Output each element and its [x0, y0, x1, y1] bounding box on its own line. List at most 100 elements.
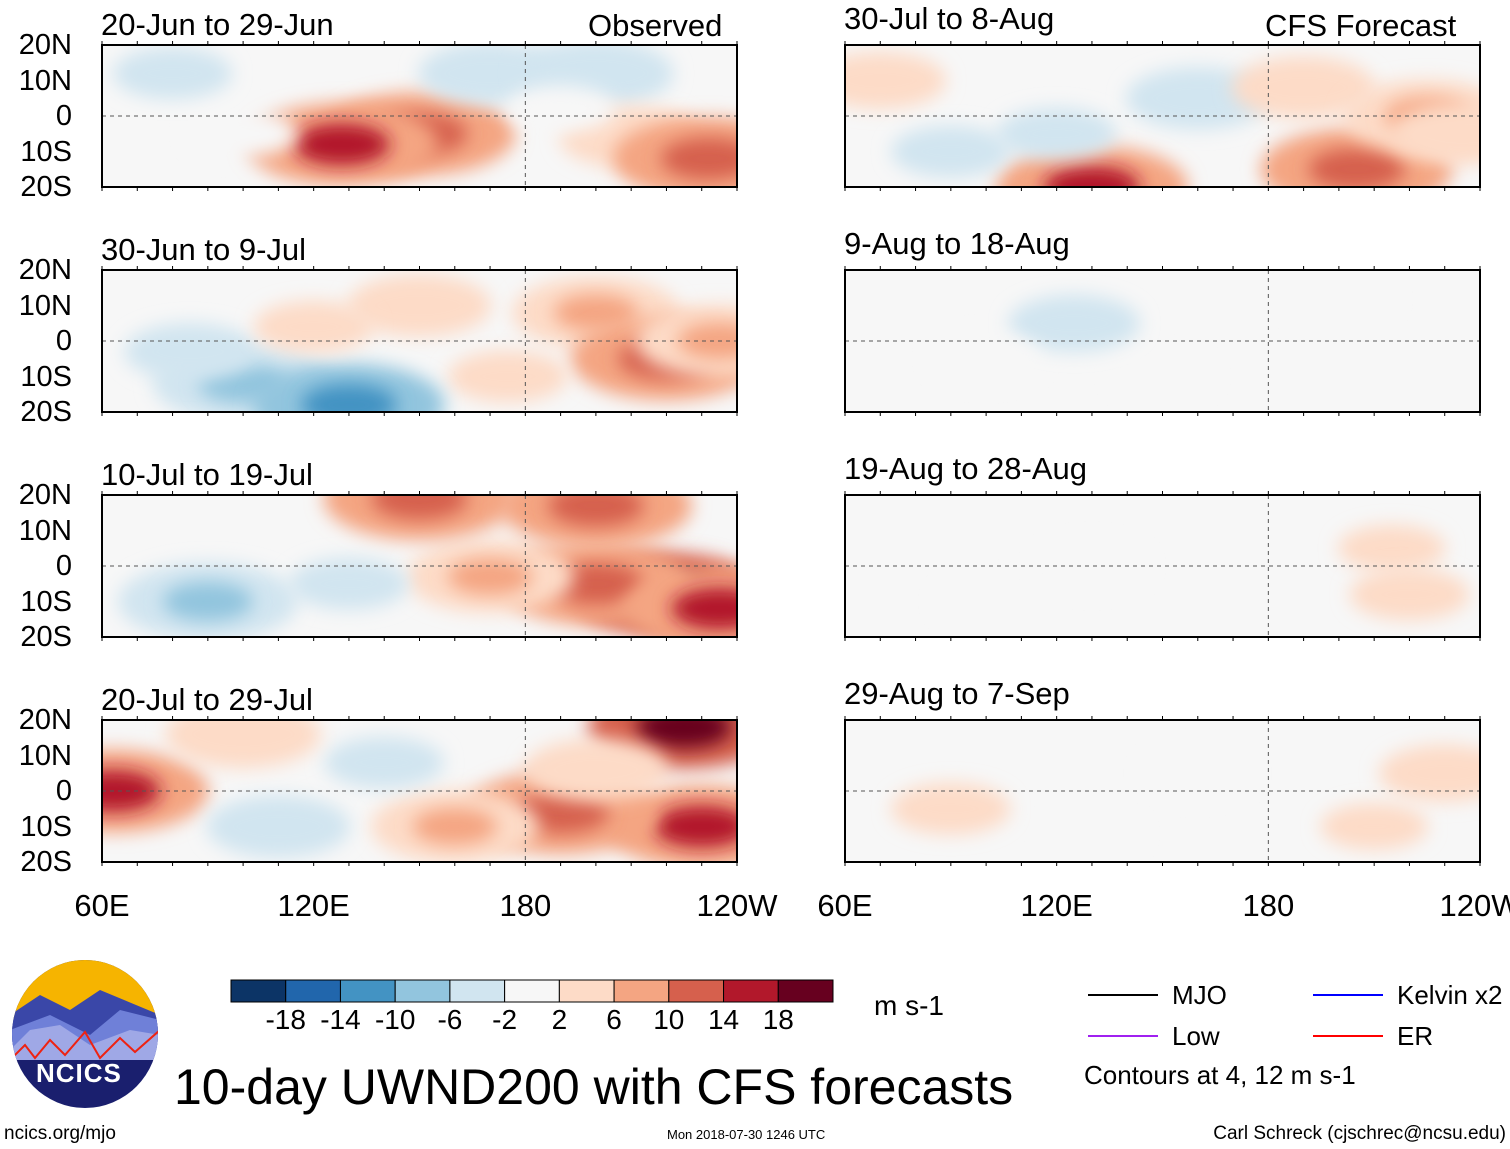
anomaly-region	[288, 557, 409, 610]
colorbar-swatch	[449, 979, 506, 1003]
timestamp: Mon 2018-07-30 1246 UTC	[667, 1127, 826, 1142]
lat-tick-label: 0	[55, 550, 72, 582]
anomaly-core	[300, 384, 397, 412]
colorbar-label: -10	[374, 1004, 416, 1035]
anomaly-region	[1320, 803, 1429, 850]
anomaly-region	[1337, 524, 1446, 572]
map-panel	[101, 716, 738, 866]
legend-line	[1088, 994, 1158, 996]
colorbar-swatch	[777, 979, 834, 1003]
lat-tick-label: 20S	[20, 171, 72, 203]
colorbar-swatch	[668, 979, 725, 1003]
panel-title: 20-Jul to 29-Jul	[101, 682, 313, 717]
anomaly-core	[547, 495, 644, 527]
panel-title: 30-Jun to 9-Jul	[101, 232, 307, 267]
lat-tick-label: 10S	[20, 810, 72, 843]
legend-line	[1313, 1035, 1383, 1037]
anomaly-core	[1043, 166, 1140, 187]
lat-tick-label: 10S	[20, 360, 72, 393]
anomaly-region	[324, 736, 445, 789]
anomaly-core	[671, 587, 737, 630]
legend-label: Kelvin x2	[1397, 980, 1503, 1010]
anomaly-region	[1143, 749, 1252, 797]
anomaly-region	[189, 110, 298, 158]
figure-title: 10-day UWND200 with CFS forecasts	[174, 1059, 1014, 1115]
anomaly-region	[1008, 294, 1141, 352]
anomaly-region	[165, 720, 322, 768]
anomaly-core	[636, 720, 733, 748]
colorbar-label: -18	[265, 1004, 306, 1035]
ncics-logo	[12, 960, 158, 1108]
anomaly-core	[162, 582, 253, 621]
panel-title: 10-Jul to 19-Jul	[101, 457, 313, 492]
lon-tick-label: 60E	[74, 888, 130, 923]
colorbar-label: 18	[762, 1004, 794, 1035]
colorbar	[230, 979, 834, 1003]
anomaly-region	[112, 47, 233, 100]
lon-tick-label: 180	[499, 888, 552, 923]
anomaly-region	[447, 350, 568, 403]
colorbar-label: 10	[653, 1004, 685, 1035]
lat-tick-label: 10S	[20, 585, 72, 618]
lat-tick-label: 20N	[18, 704, 72, 736]
author-credit: Carl Schreck (cjschrec@ncsu.edu)	[1213, 1123, 1506, 1144]
colorbar-swatch	[394, 979, 451, 1003]
colorbar-swatch	[723, 979, 779, 1003]
lon-tick-label: 60E	[817, 888, 873, 923]
lat-tick-label: 10N	[18, 289, 72, 322]
lat-tick-label: 20N	[18, 29, 72, 61]
anomaly-core	[660, 137, 737, 180]
anomaly-core	[553, 294, 638, 331]
anomaly-core	[412, 808, 497, 845]
map-panel	[844, 266, 1481, 416]
contour-note: Contours at 4, 12 m s-1	[1084, 1060, 1356, 1090]
legend-label: ER	[1397, 1021, 1434, 1051]
anomaly-region	[347, 274, 492, 337]
colorbar-label: -14	[320, 1004, 361, 1035]
map-panel	[101, 41, 738, 191]
anomaly-region	[124, 323, 257, 381]
colorbar-swatch	[558, 979, 615, 1003]
anomaly-core	[1308, 148, 1405, 187]
lat-tick-label: 10S	[20, 135, 72, 168]
lat-tick-label: 20S	[20, 846, 72, 878]
anomaly-region	[1037, 542, 1146, 590]
panel-title: 20-Jun to 29-Jun	[101, 7, 334, 42]
anomaly-region	[1043, 812, 1140, 855]
anomaly-core	[448, 558, 533, 595]
anomaly-core	[293, 123, 390, 166]
lon-tick-label: 120E	[277, 888, 350, 923]
anomaly-region	[253, 300, 374, 353]
legend-line	[1088, 1035, 1158, 1037]
colorbar-swatch	[613, 979, 670, 1003]
map-panel	[844, 491, 1481, 641]
units-label: m s-1	[874, 990, 944, 1021]
panel-title: 29-Aug to 7-Sep	[844, 676, 1070, 711]
map-panel	[844, 716, 1481, 866]
map-panel	[844, 41, 1481, 191]
anomaly-region	[1231, 56, 1376, 119]
lat-tick-label: 10N	[18, 739, 72, 772]
colorbar-swatch	[285, 979, 341, 1003]
anomaly-region	[932, 335, 1041, 383]
colorbar-swatch	[504, 979, 560, 1003]
lon-tick-label: 180	[1242, 888, 1295, 923]
anomaly-core	[371, 495, 468, 520]
anomaly-region	[890, 125, 1011, 178]
lat-tick-label: 0	[55, 775, 72, 807]
anomaly-region	[506, 85, 615, 133]
lat-tick-label: 20S	[20, 621, 72, 653]
lon-tick-label: 120W	[1439, 888, 1510, 923]
source-link[interactable]: ncics.org/mjo	[4, 1123, 116, 1144]
anomaly-region	[1378, 744, 1480, 802]
anomaly-region	[523, 738, 668, 801]
anomaly-core	[653, 805, 737, 848]
lat-tick-label: 20S	[20, 396, 72, 428]
panel-title: 30-Jul to 8-Aug	[844, 1, 1055, 36]
anomaly-region	[845, 51, 947, 110]
colorbar-label: 14	[707, 1004, 740, 1035]
colorbar-label: 2	[551, 1004, 568, 1035]
panel-title: 19-Aug to 28-Aug	[844, 451, 1088, 486]
logo-text: NCICS	[36, 1058, 122, 1088]
